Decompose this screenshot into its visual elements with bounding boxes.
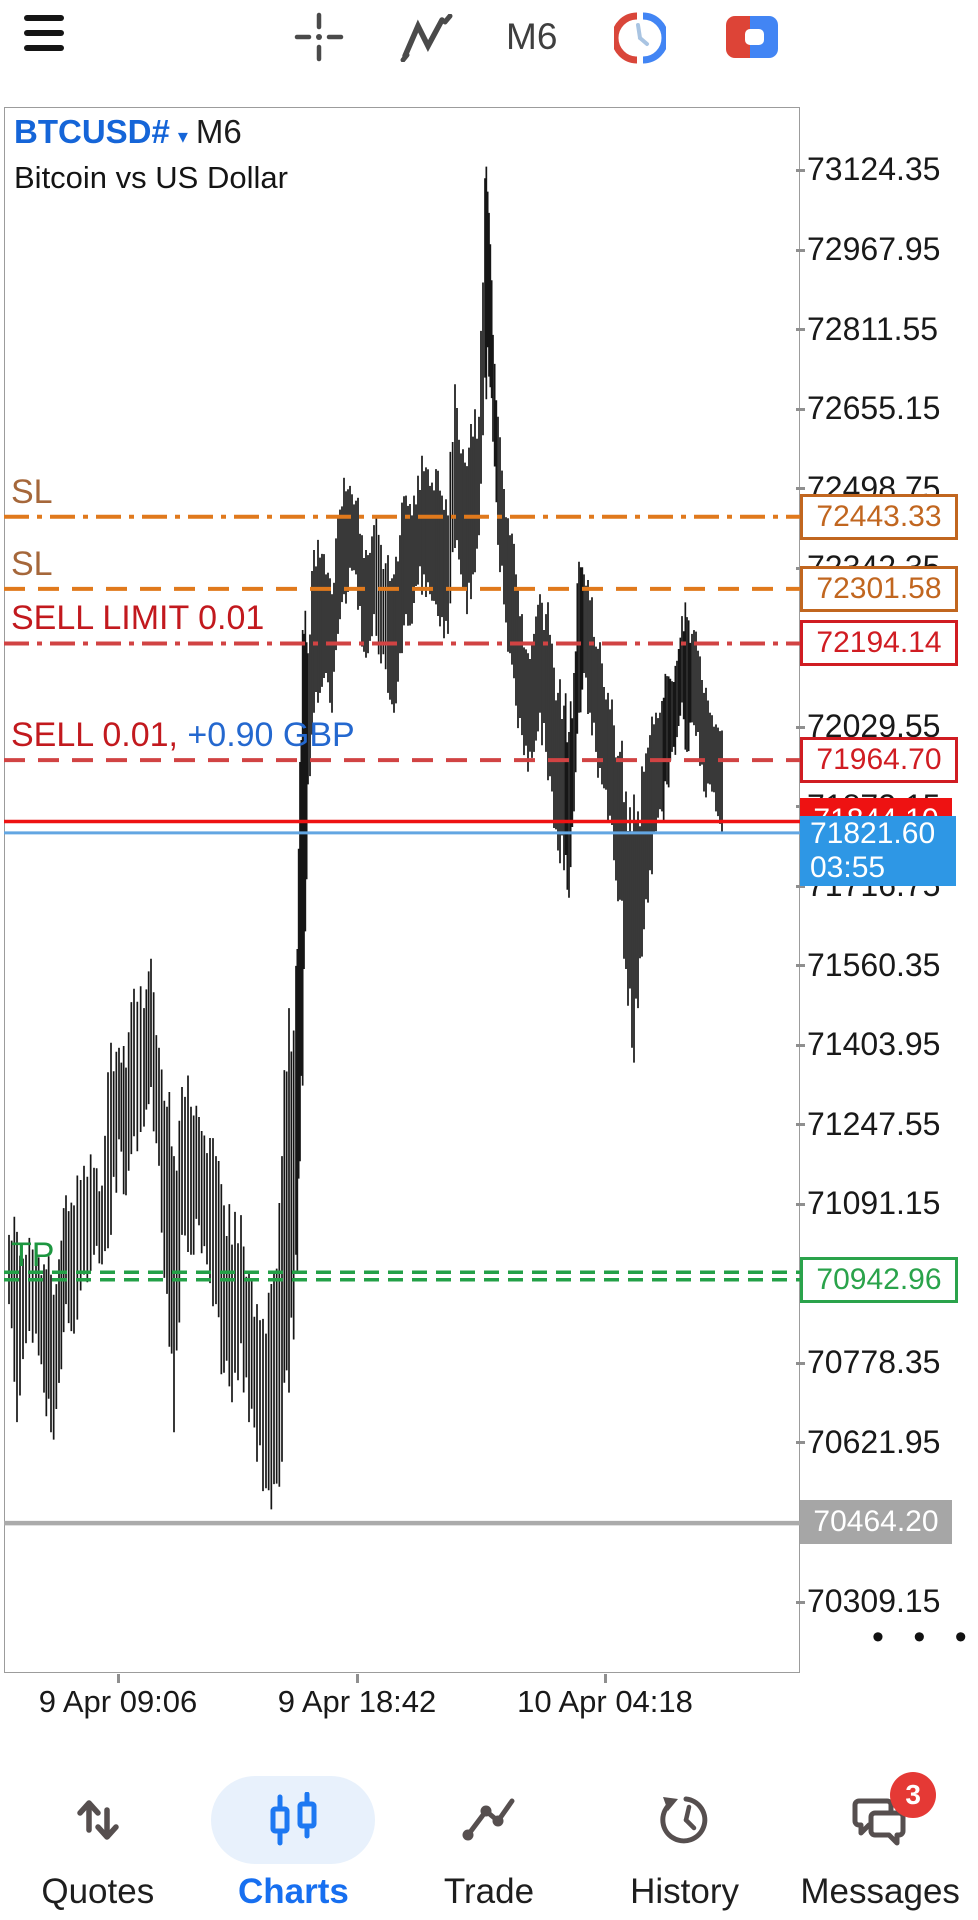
time-axis-tick — [117, 1674, 120, 1683]
symbol-dropdown-caret-icon[interactable]: ▾ — [177, 126, 188, 148]
nav-label-history: History — [630, 1872, 740, 1911]
price-axis-label: 70778.35 — [807, 1344, 941, 1381]
chart-header: BTCUSD# ▾ M6 Bitcoin vs US Dollar — [14, 112, 288, 197]
timeframe-button[interactable]: M6 — [506, 16, 558, 57]
price-axis-label: 71247.55 — [807, 1105, 941, 1142]
chart-mode-inner-shape — [745, 29, 764, 45]
price-axis-tick — [796, 964, 805, 968]
take-profit-badge: 70942.96 — [800, 1256, 958, 1303]
nav-label-messages: Messages — [800, 1872, 960, 1911]
time-axis-label: 9 Apr 18:42 — [277, 1684, 437, 1719]
position-profit-text: +0.90 GBP — [177, 716, 355, 755]
price-axis-label: 72655.15 — [807, 390, 941, 427]
nav-item-quotes[interactable]: Quotes — [0, 1776, 196, 1920]
sell-position-badge: 71964.70 — [800, 737, 958, 784]
bid-price-text: 71821.60 — [810, 816, 936, 850]
price-axis-label: 72967.95 — [807, 231, 941, 267]
price-axis-tick — [796, 725, 805, 729]
price-axis-tick — [796, 328, 805, 332]
time-axis-label: 10 Apr 04:18 — [517, 1684, 693, 1719]
stop-loss-1-badge: 72443.33 — [800, 493, 958, 540]
price-axis-label: 73124.35 — [807, 151, 941, 188]
session-open-line-badge: 70464.20 — [800, 1500, 952, 1545]
price-chart-canvas[interactable] — [4, 107, 800, 1673]
time-axis-tick — [604, 1674, 607, 1683]
chart-frame[interactable] — [4, 107, 800, 1673]
price-axis-label: 70309.15 — [807, 1583, 941, 1619]
symbol-description: Bitcoin vs US Dollar — [14, 160, 288, 195]
nav-label-trade: Trade — [443, 1872, 535, 1911]
price-axis-tick — [796, 487, 805, 491]
nav-label-charts: Charts — [237, 1872, 349, 1911]
symbol-selector[interactable]: BTCUSD# — [14, 113, 170, 150]
sell-limit-order-badge: 72194.14 — [800, 620, 958, 667]
price-axis-tick — [796, 884, 805, 888]
nav-item-charts[interactable]: Charts — [196, 1776, 392, 1920]
bid-time-text: 03:55 — [810, 850, 886, 884]
messages-unread-badge: 3 — [890, 1772, 937, 1818]
price-axis-tick — [796, 1202, 805, 1206]
history-clock-icon — [659, 1796, 707, 1844]
menu-icon[interactable] — [24, 15, 64, 51]
price-axis-label: 71403.95 — [807, 1026, 941, 1063]
indicators-icon[interactable] — [400, 14, 454, 62]
price-axis-label: 71560.35 — [807, 946, 941, 983]
stop-loss-1-label[interactable]: SL — [11, 472, 53, 511]
price-axis-tick — [796, 168, 805, 172]
nav-item-messages[interactable]: 3 Messages — [782, 1772, 978, 1920]
price-axis-label: 70621.95 — [807, 1423, 941, 1460]
price-axis-tick — [796, 1043, 805, 1047]
sync-clock-icon[interactable] — [614, 12, 666, 64]
price-axis-tick — [796, 1123, 805, 1127]
price-axis-tick — [796, 407, 805, 411]
sell-position-label[interactable]: SELL 0.01, +0.90 GBP — [11, 716, 355, 755]
price-axis-tick — [796, 1361, 805, 1365]
candlestick-icon — [270, 1792, 317, 1846]
time-axis-label: 9 Apr 09:06 — [38, 1684, 198, 1719]
time-axis-tick — [356, 1674, 359, 1683]
top-toolbar: M6 — [0, 0, 978, 88]
bottom-navigation: Quotes Charts — [0, 1772, 978, 1920]
stop-loss-2-badge: 72301.58 — [800, 565, 958, 612]
price-axis-label: 71091.15 — [807, 1185, 941, 1222]
take-profit-label[interactable]: TP — [11, 1235, 55, 1274]
chart-mode-icon[interactable] — [726, 16, 778, 58]
quotes-arrows-icon — [77, 1800, 119, 1840]
ohlc-bars — [8, 166, 723, 1510]
sell-limit-order-label[interactable]: SELL LIMIT 0.01 — [11, 599, 265, 638]
bid-price-badge: 71821.60 03:55 — [800, 815, 956, 886]
stop-loss-2-label[interactable]: SL — [11, 544, 53, 583]
price-axis-tick — [796, 1600, 805, 1604]
trade-line-icon — [462, 1798, 515, 1841]
price-axis-tick — [796, 248, 805, 252]
price-scale-menu-dots[interactable]: • • • — [872, 1618, 977, 1656]
nav-item-trade[interactable]: Trade — [391, 1776, 587, 1920]
price-axis-label: 72811.55 — [807, 310, 939, 347]
nav-item-history[interactable]: History — [587, 1776, 783, 1920]
price-axis-tick — [796, 1441, 805, 1445]
nav-label-quotes: Quotes — [41, 1872, 155, 1911]
crosshair-icon[interactable] — [294, 12, 344, 62]
chart-timeframe-text: M6 — [195, 113, 242, 150]
